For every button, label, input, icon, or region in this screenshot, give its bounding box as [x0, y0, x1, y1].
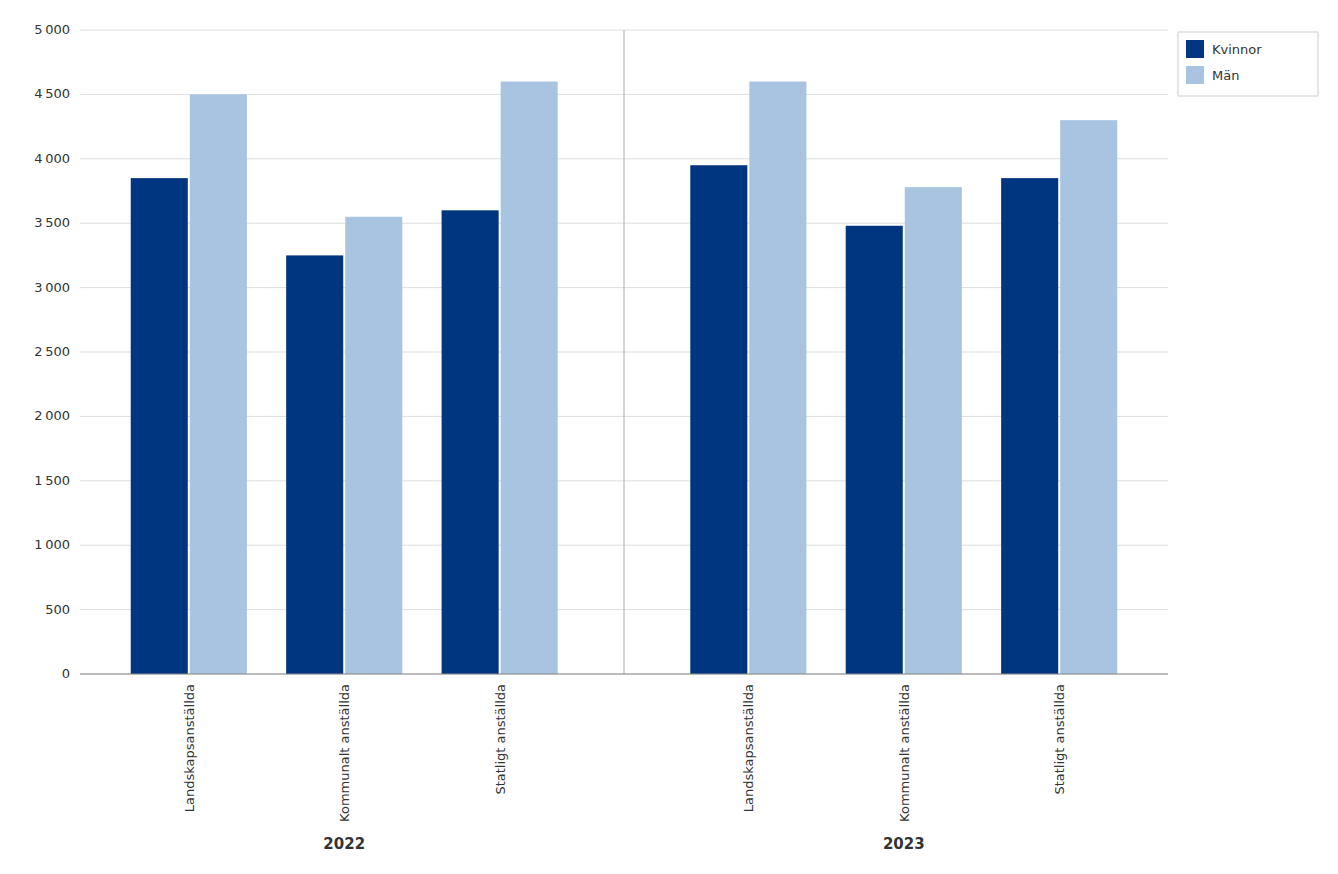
x-tick-label: Kommunalt anställda [337, 684, 352, 822]
y-tick-label: 2 000 [34, 408, 70, 423]
legend-swatch [1186, 66, 1204, 84]
legend: Kvinnor Män [1178, 32, 1318, 96]
bar [846, 226, 903, 674]
y-tick-label: 5 000 [34, 22, 70, 37]
grid-line [80, 674, 1168, 675]
y-tick-label: 1 500 [34, 473, 70, 488]
group-label: 2022 [323, 835, 365, 853]
x-axis: Landskapsanställda Kommunalt anställda Sta… [182, 684, 1067, 822]
y-tick-label: 1 000 [34, 537, 70, 552]
group-label: 2023 [883, 835, 925, 853]
x-tick-label: Statligt anställda [1052, 684, 1067, 795]
y-axis: 0 500 1 000 1 500 2 000 2 500 3 000 3 500 4 000 4… [34, 22, 70, 681]
y-tick-label: 3 000 [34, 280, 70, 295]
bar [1060, 120, 1117, 674]
chart-svg: 0 500 1 000 1 500 2 000 2 500 3 000 3 500 4 000 4… [0, 0, 1338, 874]
bar [190, 94, 247, 674]
bar [1001, 178, 1058, 674]
chart-container: 0 500 1 000 1 500 2 000 2 500 3 000 3 500 4 000 4… [0, 0, 1338, 874]
y-tick-label: 4 500 [34, 86, 70, 101]
y-tick-label: 3 500 [34, 215, 70, 230]
group-separators [624, 30, 625, 674]
x-tick-label: Kommunalt anställda [897, 684, 912, 822]
y-tick-label: 2 500 [34, 344, 70, 359]
legend-frame [1178, 32, 1318, 96]
y-tick-label: 500 [45, 602, 70, 617]
bar [905, 187, 962, 674]
group-separator [624, 30, 625, 674]
x-tick-label: Landskapsanställda [182, 684, 197, 812]
bar [501, 82, 558, 674]
legend-swatch [1186, 40, 1204, 58]
bar [345, 217, 402, 674]
bar [690, 165, 747, 674]
legend-label: Kvinnor [1212, 42, 1262, 57]
y-tick-label: 4 000 [34, 151, 70, 166]
bar [749, 82, 806, 674]
bar [131, 178, 188, 674]
x-tick-label: Statligt anställda [493, 684, 508, 795]
x-tick-label: Landskapsanställda [741, 684, 756, 812]
x-axis-line [80, 674, 1168, 675]
bar [442, 210, 499, 674]
grid [80, 30, 1168, 674]
y-tick-label: 0 [62, 666, 70, 681]
legend-label: Män [1212, 68, 1239, 83]
bar [286, 255, 343, 674]
